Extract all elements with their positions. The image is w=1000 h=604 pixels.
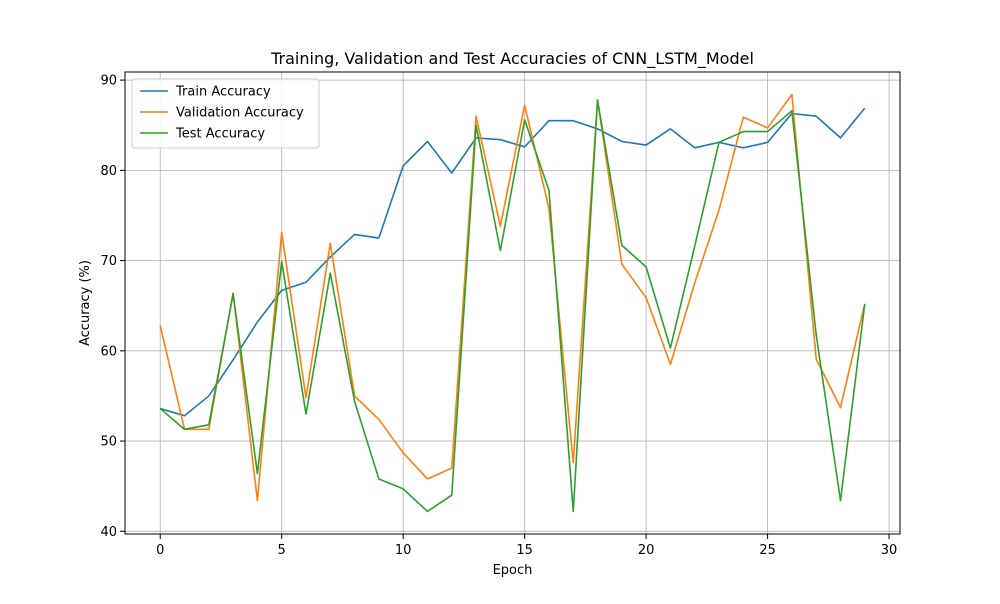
axis-ticks: 0 5 10 15 20 25 30 40 50 60 70 80 90 — [100, 74, 897, 558]
legend-label-2: Test Accuracy — [175, 127, 265, 142]
x-axis-label: Epoch — [493, 563, 533, 578]
legend-label-1: Validation Accuracy — [176, 106, 304, 121]
series-line-1 — [159, 93, 866, 502]
y-tick-label: 50 — [100, 435, 117, 450]
grid-lines — [125, 72, 900, 534]
series-lines — [159, 93, 866, 513]
x-tick-label: 15 — [516, 543, 533, 558]
x-tick-label: 0 — [156, 543, 164, 558]
x-tick-label: 20 — [638, 543, 655, 558]
y-tick-label: 40 — [100, 525, 117, 540]
y-tick-label: 70 — [100, 254, 117, 269]
y-tick-label: 80 — [100, 164, 117, 179]
y-tick-label: 60 — [100, 344, 117, 359]
legend-box — [131, 78, 320, 149]
axes-frame — [124, 71, 901, 535]
x-tick-label: 10 — [395, 543, 412, 558]
series-line-2 — [159, 99, 866, 513]
x-tick-label: 30 — [881, 543, 898, 558]
x-tick-label: 25 — [759, 543, 776, 558]
legend: Train Accuracy Validation Accuracy Test Ac… — [131, 78, 320, 149]
x-tick-label: 5 — [278, 543, 286, 558]
y-tick-label: 90 — [100, 74, 117, 89]
chart-title: Training, Validation and Test Accuracies… — [270, 49, 754, 69]
legend-label-0: Train Accuracy — [175, 85, 271, 100]
y-axis-label: Accuracy (%) — [78, 260, 93, 346]
